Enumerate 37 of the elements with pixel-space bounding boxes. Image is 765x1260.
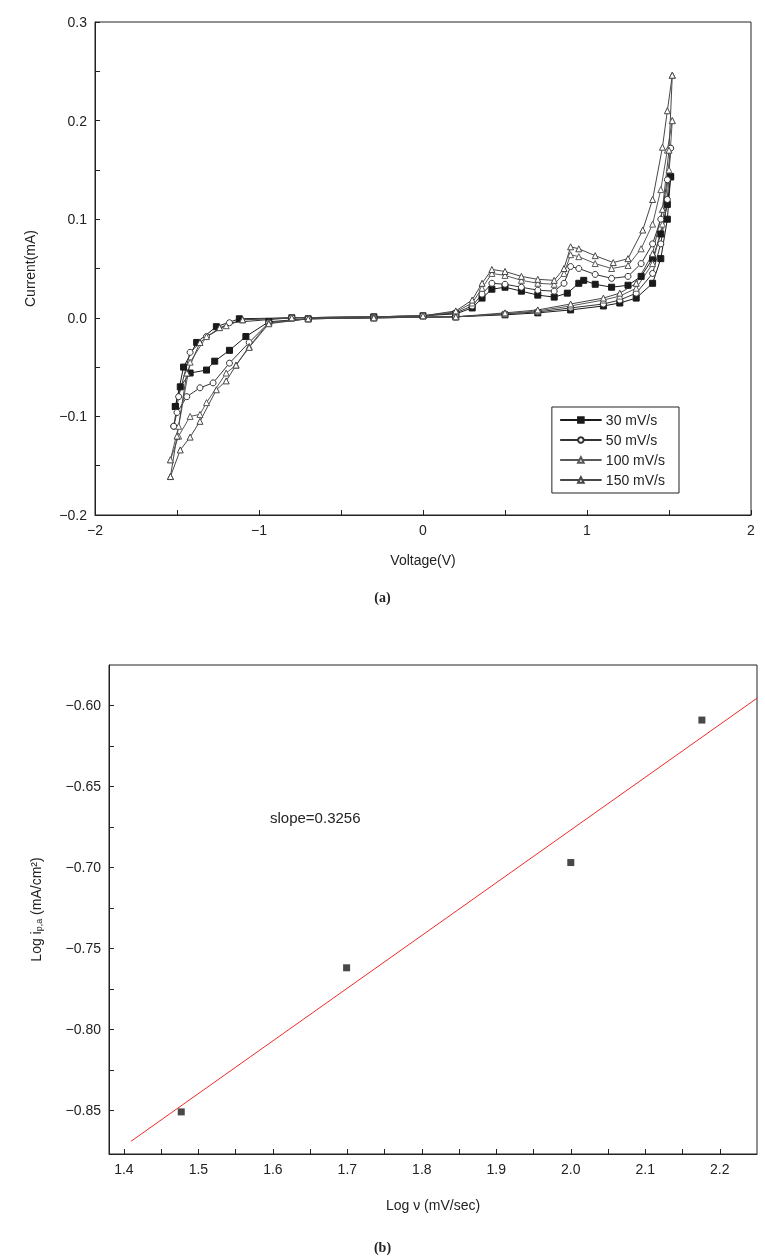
x-tick-label: 1.9 [486,1161,507,1177]
y-tick-label: 0.3 [67,14,88,30]
x-tick-label: 1.7 [337,1161,358,1177]
x-tick-label: 1.5 [188,1161,209,1177]
text: (a) [374,589,391,606]
y-axis-title: Current(mA) [22,229,38,308]
x-tick-label: 2.2 [710,1161,730,1177]
x-tick-label: 2 [747,522,756,538]
x-tick-label: 1.8 [412,1161,432,1177]
x-tick-label: 0 [419,522,428,538]
y-tick-label: 0.0 [67,309,88,326]
legend-label: 150 mV/s [605,472,665,488]
y-tick-label: −0.1 [59,408,88,425]
y-tick-label: −0.60 [65,697,102,714]
y-tick-label: −0.2 [59,507,88,523]
y-tick-label: −0.80 [65,1021,102,1038]
x-tick-label: −2 [87,522,104,538]
y-axis-title: Log ip,a (mA/cm²) [28,857,44,962]
y-tick-label: −0.70 [65,859,102,876]
y-tick-label: −0.75 [65,940,102,957]
legend-label: 100 mV/s [605,452,665,468]
y-tick-label: −0.65 [65,778,102,795]
y-tick-label: 0.1 [67,211,88,228]
legend-label: 30 mV/s [605,412,658,428]
x-tick-label: −1 [251,522,268,538]
annotation: slope=0.3256 [270,809,361,826]
x-axis-title: Log ν (mV/sec) [385,1197,481,1213]
x-tick-label: 1 [583,522,592,538]
y-tick-label: −0.85 [65,1102,102,1119]
x-tick-label: 2.1 [635,1161,656,1177]
x-axis-title: Voltage(V) [390,552,456,568]
x-tick-label: 2.0 [561,1161,581,1177]
x-tick-label: 1.4 [114,1161,134,1177]
text: (b) [373,1239,392,1256]
x-tick-label: 1.6 [263,1161,283,1177]
legend-label: 50 mV/s [605,432,658,448]
y-tick-label: 0.2 [67,112,88,129]
